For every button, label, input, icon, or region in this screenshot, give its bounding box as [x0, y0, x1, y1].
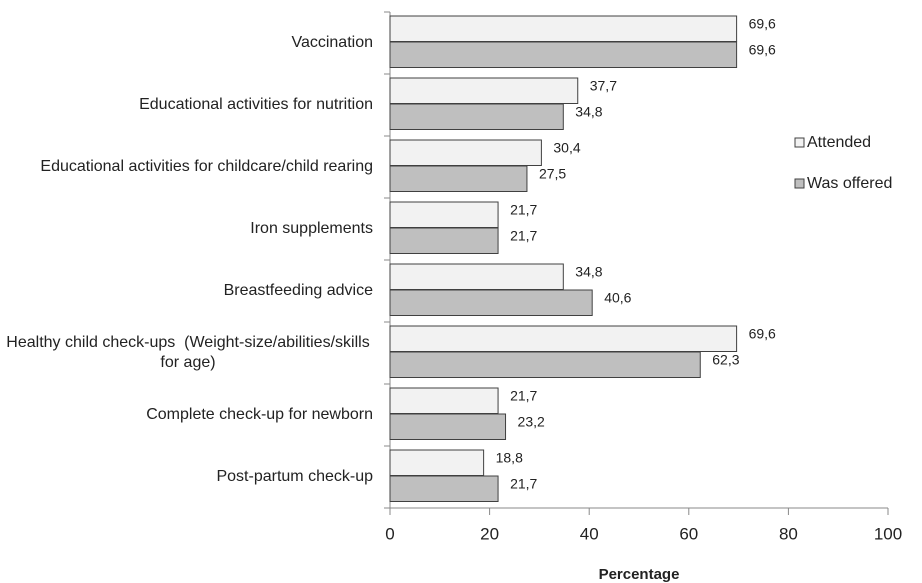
value-label: 30,4 [553, 139, 580, 155]
value-label: 21,7 [510, 475, 537, 491]
x-tick-label: 0 [385, 524, 394, 543]
legend-label: Attended [807, 134, 871, 151]
x-tick-label: 20 [480, 524, 499, 543]
category-label-box: Iron supplements [3, 219, 373, 239]
value-label: 40,6 [604, 289, 631, 305]
value-label: 34,8 [575, 103, 602, 119]
x-axis-label: Percentage [599, 566, 680, 583]
category-label-box: Post-partum check-up [3, 467, 373, 487]
value-label: 34,8 [575, 263, 602, 279]
bar [389, 15, 738, 42]
category-label-box: Educational activities for nutrition [3, 95, 373, 115]
bar [389, 449, 485, 476]
y-tick-label: Post-partum check-up [216, 468, 373, 485]
bar [389, 263, 564, 290]
bar [389, 103, 564, 130]
legend-swatch [794, 178, 805, 189]
category-label-box: Breastfeeding advice [3, 281, 373, 301]
y-tick-label: Healthy child check-ups (Weight-size/abi… [6, 334, 375, 371]
y-tick-label: Breastfeeding advice [223, 282, 373, 299]
bar [389, 289, 593, 316]
bar [389, 41, 738, 68]
value-label: 21,7 [510, 387, 537, 403]
y-tick-label: Educational activities for childcare/chi… [40, 158, 373, 175]
bar [389, 351, 701, 378]
x-tick-label: 80 [779, 524, 798, 543]
category-label-box: Vaccination [3, 33, 373, 53]
category-label-box: Educational activities for childcare/chi… [3, 157, 373, 177]
value-label: 69,6 [749, 325, 776, 341]
value-label: 69,6 [749, 15, 776, 31]
bar [389, 227, 499, 254]
bar [389, 413, 507, 440]
bar [389, 325, 738, 352]
value-label: 21,7 [510, 201, 537, 217]
y-tick-label: Vaccination [291, 34, 373, 51]
x-tick-label: 100 [874, 524, 902, 543]
value-label: 27,5 [539, 165, 566, 181]
y-tick-label: Educational activities for nutrition [139, 96, 373, 113]
x-tick-label: 40 [580, 524, 599, 543]
value-label: 62,3 [712, 351, 739, 367]
legend-label: Was offered [807, 175, 892, 192]
bar [389, 387, 499, 414]
category-label-box: Complete check-up for newborn [3, 405, 373, 425]
bar [389, 165, 528, 192]
y-tick-label: Complete check-up for newborn [146, 406, 373, 423]
legend-swatch [794, 137, 805, 148]
bar [389, 475, 499, 502]
bar [389, 139, 542, 166]
value-label: 21,7 [510, 227, 537, 243]
value-label: 69,6 [749, 41, 776, 57]
bar [389, 201, 499, 228]
category-label-box: Healthy child check-ups (Weight-size/abi… [3, 333, 373, 373]
bar [389, 77, 579, 104]
value-label: 18,8 [496, 449, 523, 465]
value-label: 37,7 [590, 77, 617, 93]
x-tick-label: 60 [679, 524, 698, 543]
value-label: 23,2 [518, 413, 545, 429]
y-tick-label: Iron supplements [250, 220, 373, 237]
